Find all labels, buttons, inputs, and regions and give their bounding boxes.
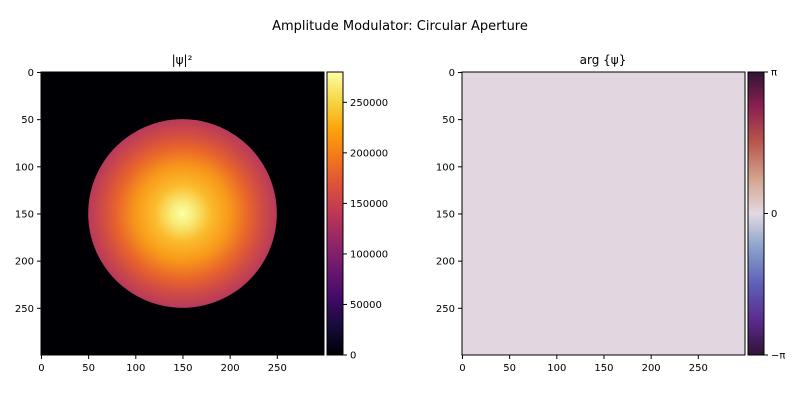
x-tick-label: 150 [594, 363, 613, 374]
y-tick-label: 50 [21, 115, 34, 126]
y-tick-label: 150 [436, 209, 455, 220]
x-tick-label: 250 [268, 363, 287, 374]
colorbar-tick-label: π [771, 68, 777, 79]
x-tick-label: 100 [547, 363, 566, 374]
colorbar-tick-label: 250000 [350, 98, 388, 109]
colorbar-tick-label: −π [771, 351, 785, 362]
x-tick-label: 200 [221, 363, 240, 374]
colorbar-tick-label: 200000 [350, 148, 388, 159]
y-tick-label: 50 [442, 115, 455, 126]
intensity-x-axis: 0 50 100 150 200 250 [38, 355, 287, 374]
colorbar-tick-label: 150000 [350, 199, 388, 210]
x-tick-label: 250 [689, 363, 708, 374]
intensity-colorbar-gradient [327, 72, 343, 355]
phase-panel-title: arg {ψ} [580, 53, 627, 67]
intensity-panel: |ψ|² 0 50 100 150 200 250 0 50 100 150 200 250 [15, 53, 325, 374]
aperture-disk [88, 119, 277, 308]
colorbar-tick-label: 50000 [350, 300, 382, 311]
intensity-colorbar-frame [326, 71, 344, 356]
colorbar-tick-label: 100000 [350, 249, 388, 260]
y-tick-label: 250 [436, 304, 455, 315]
colorbar-tick-label: 0 [350, 351, 356, 362]
intensity-panel-title: |ψ|² [172, 53, 193, 67]
y-tick-label: 250 [15, 304, 34, 315]
x-tick-label: 50 [82, 363, 95, 374]
phase-panel: arg {ψ} 0 50 100 150 200 250 0 50 100 150 200 250 [436, 53, 746, 374]
phase-image [462, 72, 745, 355]
colorbar-tick-label: 0 [771, 209, 777, 220]
x-tick-label: 50 [503, 363, 516, 374]
y-tick-label: 100 [436, 162, 455, 173]
phase-colorbar: −π 0 π [747, 68, 785, 362]
x-tick-label: 200 [642, 363, 661, 374]
intensity-image [41, 72, 324, 355]
y-tick-label: 200 [436, 257, 455, 268]
figure-title: Amplitude Modulator: Circular Aperture [272, 19, 528, 34]
phase-colorbar-ticks: −π 0 π [764, 68, 785, 362]
x-tick-label: 100 [126, 363, 145, 374]
x-tick-label: 0 [459, 363, 465, 374]
intensity-colorbar: 0 50000 100000 150000 200000 250000 [326, 71, 388, 362]
intensity-y-axis: 0 50 100 150 200 250 [15, 68, 41, 315]
x-tick-label: 0 [38, 363, 44, 374]
phase-x-axis: 0 50 100 150 200 250 [459, 355, 708, 374]
y-tick-label: 0 [28, 68, 34, 79]
phase-y-axis: 0 50 100 150 200 250 [436, 68, 462, 315]
y-tick-label: 150 [15, 209, 34, 220]
x-tick-label: 150 [173, 363, 192, 374]
y-tick-label: 100 [15, 162, 34, 173]
intensity-colorbar-ticks: 0 50000 100000 150000 200000 250000 [343, 98, 388, 362]
phase-colorbar-gradient [748, 72, 764, 355]
y-tick-label: 0 [449, 68, 455, 79]
y-tick-label: 200 [15, 257, 34, 268]
